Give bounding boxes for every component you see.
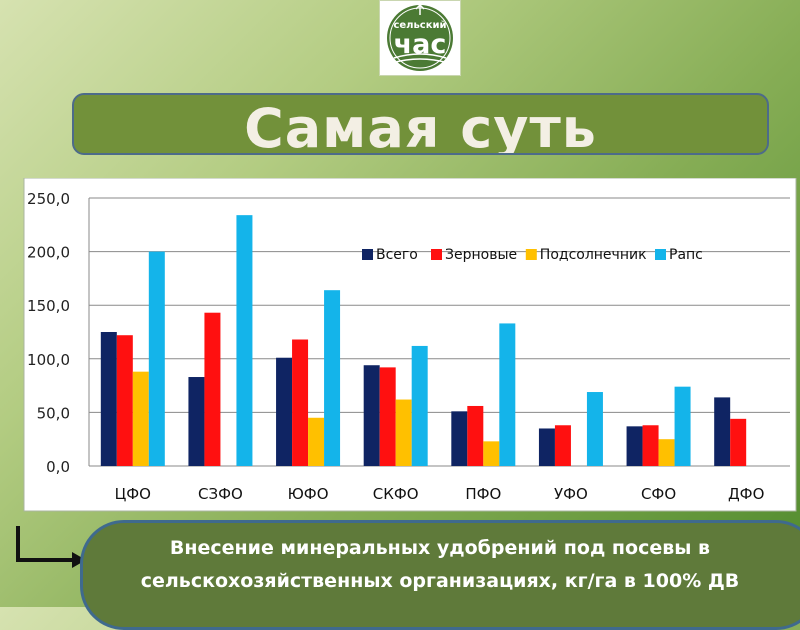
caption: Внесение минеральных удобрений под посев… bbox=[100, 532, 780, 598]
bar-Подсолнечник-СФО bbox=[658, 439, 675, 466]
logo: сельский час bbox=[379, 0, 461, 76]
bar-Подсолнечник-ПФО bbox=[483, 441, 500, 466]
bar-Всего-УФО bbox=[538, 428, 555, 466]
bar-Всего-ЦФО bbox=[100, 332, 117, 466]
bar-Зерновые-ДФО bbox=[730, 418, 747, 466]
bar-Рапс-СЗФО bbox=[236, 215, 253, 466]
bar-Подсолнечник-СКФО bbox=[395, 399, 412, 466]
legend-swatch bbox=[431, 249, 442, 260]
x-tick-label: УФО bbox=[554, 485, 588, 503]
legend-label: Всего bbox=[376, 247, 418, 263]
bar-Рапс-ПФО bbox=[499, 323, 516, 466]
y-tick-label: 250,0 bbox=[27, 190, 70, 208]
bar-Подсолнечник-ЦФО bbox=[132, 371, 149, 466]
bar-Рапс-ЦФО bbox=[148, 251, 165, 466]
bar-Всего-СФО bbox=[626, 426, 643, 466]
bar-Всего-ДФО bbox=[714, 397, 731, 466]
x-tick-label: СКФО bbox=[373, 485, 419, 503]
y-tick-label: 50,0 bbox=[37, 404, 70, 422]
title-banner: Самая суть bbox=[72, 93, 769, 155]
bar-Зерновые-СФО bbox=[642, 425, 659, 466]
bar-Всего-СКФО bbox=[363, 365, 380, 466]
bar-Подсолнечник-ЮФО bbox=[308, 417, 325, 466]
legend-swatch bbox=[655, 249, 666, 260]
legend-label: Подсолнечник bbox=[540, 247, 647, 263]
bar-Зерновые-ЦФО bbox=[116, 335, 133, 466]
x-tick-label: СЗФО bbox=[198, 485, 243, 503]
y-tick-label: 100,0 bbox=[27, 351, 70, 369]
bar-Зерновые-УФО bbox=[554, 425, 571, 466]
page-title: Самая суть bbox=[244, 97, 597, 155]
chart-svg: 0,0 50,0 100,0 150,0 200,0 250,0 ЦФО СЗФО ЮФО СКФ… bbox=[23, 177, 797, 512]
x-tick-label: ЦФО bbox=[115, 485, 151, 503]
bar-Всего-ПФО bbox=[451, 411, 468, 466]
x-tick-label: СФО bbox=[641, 485, 676, 503]
x-tick-label: ЮФО bbox=[288, 485, 329, 503]
logo-mark: сельский час bbox=[387, 3, 453, 71]
bar-Рапс-СФО bbox=[674, 386, 691, 466]
caption-line-1: Внесение минеральных удобрений под посев… bbox=[169, 537, 711, 559]
legend-swatch bbox=[525, 249, 537, 260]
bar-Рапс-ЮФО bbox=[324, 290, 341, 466]
bar-Всего-СЗФО bbox=[188, 377, 205, 466]
bar-Рапс-УФО bbox=[586, 392, 603, 466]
y-tick-label: 150,0 bbox=[27, 297, 70, 315]
x-tick-label: ДФО bbox=[728, 485, 764, 503]
legend-swatch bbox=[362, 249, 373, 260]
logo-top-text: сельский bbox=[393, 20, 446, 31]
bar-Всего-ЮФО bbox=[276, 357, 293, 466]
legend-label: Рапс bbox=[669, 247, 703, 263]
bar-Зерновые-СЗФО bbox=[204, 312, 221, 466]
x-tick-label: ПФО bbox=[465, 485, 501, 503]
logo-main-text: час bbox=[394, 29, 447, 60]
caption-line-2: сельскохозяйственных организациях, кг/га… bbox=[140, 570, 740, 592]
y-tick-label: 0,0 bbox=[46, 458, 70, 476]
bar-Зерновые-ПФО bbox=[467, 405, 484, 466]
bar-Зерновые-ЮФО bbox=[292, 339, 309, 466]
bar-Зерновые-СКФО bbox=[379, 367, 396, 466]
chart: 0,0 50,0 100,0 150,0 200,0 250,0 ЦФО СЗФО ЮФО СКФ… bbox=[0, 177, 800, 513]
bar-Рапс-СКФО bbox=[411, 345, 428, 466]
y-tick-label: 200,0 bbox=[27, 244, 70, 262]
legend-label: Зерновые bbox=[445, 247, 517, 263]
arrow-icon bbox=[16, 526, 86, 568]
